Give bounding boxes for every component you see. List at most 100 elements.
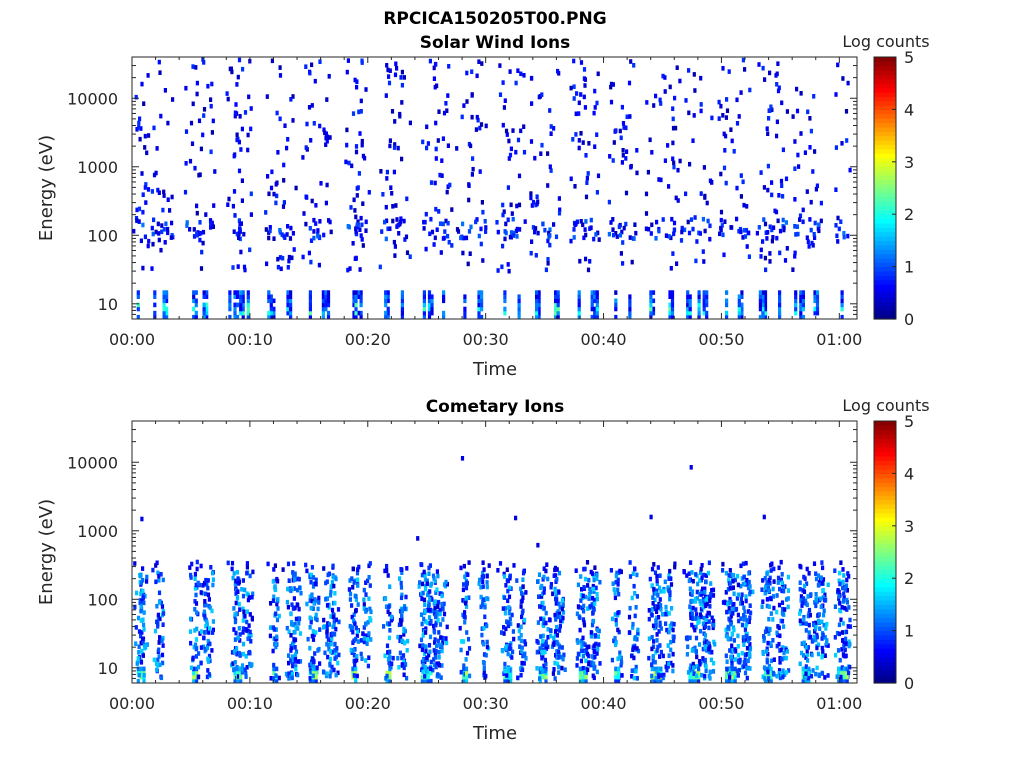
heatmap-cell xyxy=(292,657,296,663)
heatmap-cell xyxy=(609,568,613,573)
heatmap-cell xyxy=(631,621,635,627)
heatmap-cell xyxy=(799,131,803,136)
heatmap-cell xyxy=(429,678,433,684)
heatmap-cell xyxy=(445,624,449,630)
heatmap-cell xyxy=(617,591,621,597)
heatmap-cell xyxy=(150,225,154,231)
colorbar-segment xyxy=(874,525,896,531)
heatmap-cell xyxy=(633,591,637,596)
heatmap-cell xyxy=(281,255,285,261)
heatmap-cell xyxy=(556,298,560,304)
heatmap-cell xyxy=(231,265,235,270)
heatmap-cell xyxy=(356,639,360,644)
heatmap-cell xyxy=(770,227,774,233)
heatmap-cell xyxy=(442,298,446,304)
heatmap-cell xyxy=(209,103,213,109)
heatmap-cell xyxy=(468,251,472,256)
heatmap-cell xyxy=(710,588,714,593)
heatmap-cell xyxy=(548,617,552,623)
heatmap-cell xyxy=(184,129,189,134)
heatmap-cell xyxy=(305,601,309,607)
heatmap-cell xyxy=(464,657,468,662)
heatmap-cell xyxy=(685,573,689,578)
heatmap-cell xyxy=(496,229,500,235)
heatmap-cell xyxy=(437,109,441,114)
heatmap-cell xyxy=(156,570,160,576)
heatmap-cell xyxy=(204,629,208,635)
heatmap-cell xyxy=(771,617,775,622)
x-tick-label: 01:00 xyxy=(816,694,862,713)
heatmap-cell xyxy=(198,237,202,243)
heatmap-cell xyxy=(710,115,714,121)
heatmap-cell xyxy=(762,665,767,670)
heatmap-cell xyxy=(197,674,201,680)
heatmap-cell xyxy=(688,161,692,167)
heatmap-cell xyxy=(325,182,329,188)
heatmap-cell xyxy=(169,235,173,240)
heatmap-cell xyxy=(748,584,752,589)
heatmap-cell xyxy=(157,654,161,659)
heatmap-cell xyxy=(844,629,849,635)
cometary-heatmap xyxy=(133,456,853,684)
heatmap-cell xyxy=(616,582,620,587)
heatmap-cell xyxy=(743,652,747,657)
heatmap-cell xyxy=(448,182,452,188)
heatmap-cell xyxy=(619,251,623,256)
heatmap-cell xyxy=(727,605,731,611)
heatmap-cell xyxy=(618,232,623,238)
heatmap-cell xyxy=(770,238,774,244)
heatmap-cell xyxy=(651,658,655,664)
heatmap-cell xyxy=(471,156,475,161)
heatmap-cell xyxy=(364,228,368,233)
heatmap-cell xyxy=(806,658,810,663)
heatmap-cell xyxy=(465,70,469,76)
heatmap-cell xyxy=(744,560,748,566)
heatmap-cell xyxy=(819,596,823,602)
heatmap-cell xyxy=(593,105,597,110)
heatmap-cell xyxy=(822,612,826,618)
heatmap-cell xyxy=(684,98,688,103)
heatmap-cell xyxy=(434,648,438,654)
heatmap-cell xyxy=(592,675,596,681)
heatmap-cell xyxy=(519,624,523,630)
heatmap-cell xyxy=(429,670,433,676)
heatmap-cell xyxy=(720,223,724,228)
heatmap-cell xyxy=(455,146,459,151)
heatmap-cell xyxy=(464,585,469,591)
heatmap-cell xyxy=(624,156,628,161)
heatmap-cell xyxy=(592,607,596,612)
heatmap-cell xyxy=(615,570,619,576)
heatmap-cell xyxy=(435,601,440,606)
heatmap-cell xyxy=(241,630,245,635)
heatmap-cell xyxy=(731,585,735,590)
heatmap-cell xyxy=(762,634,766,639)
heatmap-cell xyxy=(441,221,445,227)
heatmap-cell xyxy=(842,598,846,603)
heatmap-cell xyxy=(569,238,573,244)
heatmap-cell xyxy=(707,560,711,566)
heatmap-cell xyxy=(783,607,787,612)
heatmap-cell xyxy=(428,58,432,64)
heatmap-cell xyxy=(141,566,145,571)
heatmap-cell xyxy=(630,653,634,659)
heatmap-cell xyxy=(702,310,706,316)
heatmap-cell xyxy=(617,670,621,676)
colorbar-segment xyxy=(874,565,896,571)
heatmap-cell xyxy=(293,571,297,577)
heatmap-cell xyxy=(139,238,143,244)
heatmap-cell xyxy=(188,629,193,634)
heatmap-cell xyxy=(157,647,161,653)
heatmap-cell xyxy=(776,218,780,224)
heatmap-cell xyxy=(333,600,337,606)
heatmap-cell xyxy=(512,230,516,236)
heatmap-cell xyxy=(577,310,581,316)
heatmap-cell xyxy=(781,194,785,199)
heatmap-cell xyxy=(364,609,368,614)
heatmap-cell xyxy=(286,310,290,316)
heatmap-cell xyxy=(391,218,395,224)
heatmap-cell xyxy=(769,568,773,573)
heatmap-cell xyxy=(155,619,159,625)
heatmap-cell xyxy=(427,294,432,299)
heatmap-cell xyxy=(775,643,779,649)
heatmap-cell xyxy=(712,618,716,624)
